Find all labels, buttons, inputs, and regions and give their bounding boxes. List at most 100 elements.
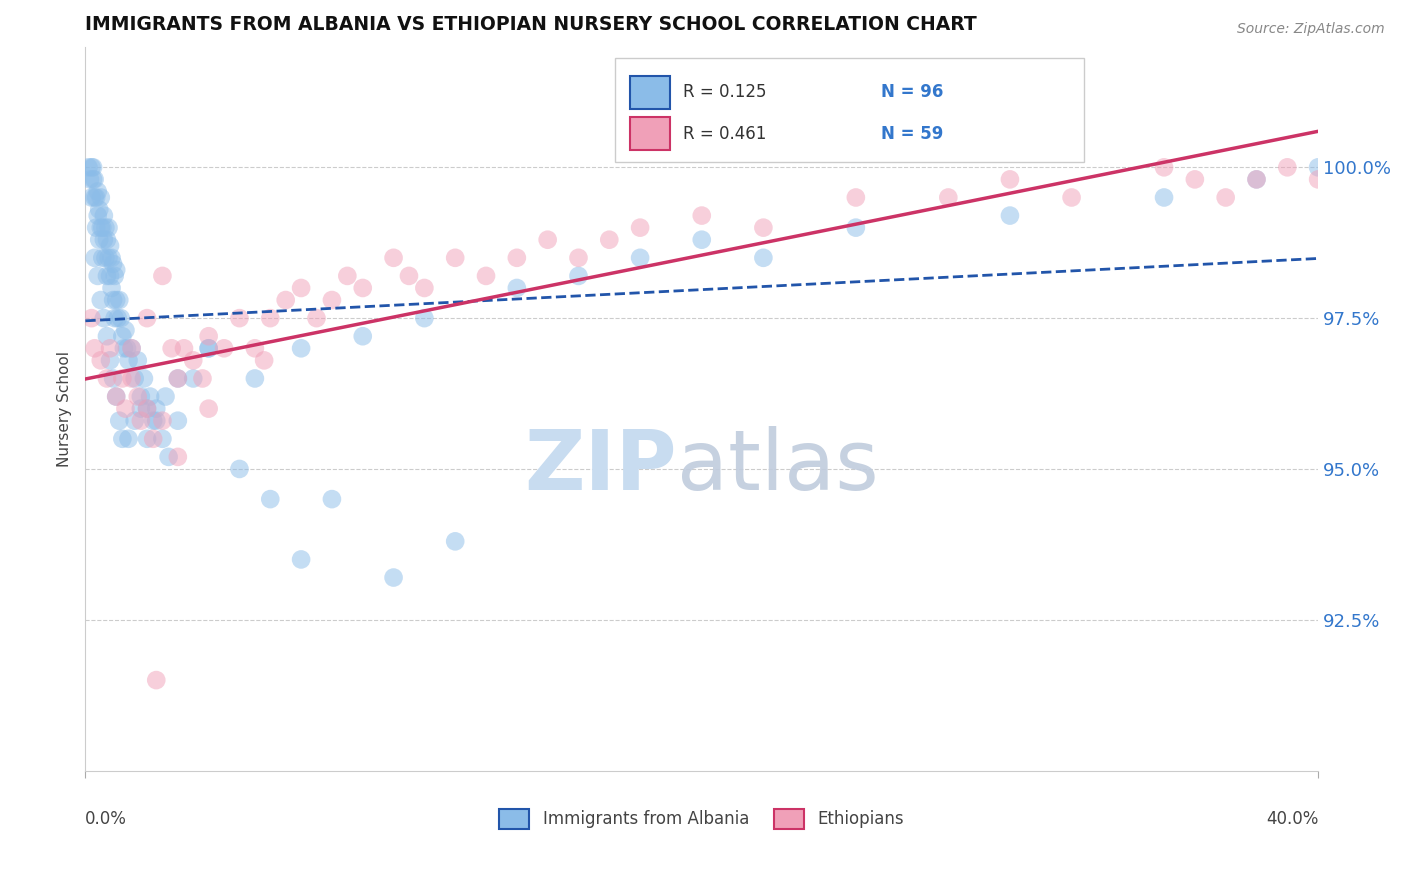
Point [305,311,328,326]
Point [104,311,127,326]
Point [86,209,108,223]
Point [93,233,115,247]
Point [181,371,204,385]
Point [77,161,100,175]
Text: ZIP: ZIP [524,426,678,507]
Point [228,462,250,476]
Point [475,268,498,283]
Point [752,220,775,235]
Point [567,251,589,265]
Point [398,268,420,283]
Point [212,341,235,355]
Point [114,323,136,337]
Point [91,220,114,235]
Point [100,251,122,265]
Text: 0.0%: 0.0% [86,811,128,829]
Point [152,432,174,446]
Point [290,552,312,566]
Point [506,251,529,265]
Point [253,353,276,368]
Point [117,353,139,368]
Point [321,492,343,507]
Point [112,341,135,355]
Point [129,401,152,416]
Point [166,414,188,428]
Point [690,209,713,223]
Legend: Immigrants from Albania, Ethiopians: Immigrants from Albania, Ethiopians [492,802,911,836]
Point [191,371,214,385]
Point [101,371,124,385]
Point [108,414,131,428]
Point [160,341,183,355]
Point [107,311,129,326]
Text: R = 0.125: R = 0.125 [683,83,766,102]
Point [129,390,152,404]
Point [90,190,112,204]
Point [136,432,159,446]
Point [121,371,143,385]
Point [228,311,250,326]
Point [124,414,146,428]
Point [96,329,118,343]
Point [117,432,139,446]
Point [845,220,868,235]
Point [998,209,1021,223]
Point [90,220,112,235]
Point [690,233,713,247]
FancyBboxPatch shape [616,57,1084,162]
Point [129,414,152,428]
Point [259,492,281,507]
Point [166,371,188,385]
Text: R = 0.461: R = 0.461 [683,125,766,143]
Point [136,401,159,416]
Point [127,390,149,404]
Text: Source: ZipAtlas.com: Source: ZipAtlas.com [1237,22,1385,37]
Point [142,414,165,428]
FancyBboxPatch shape [630,76,669,109]
Point [628,220,651,235]
Point [290,281,312,295]
Point [115,341,138,355]
Point [82,172,104,186]
Point [845,190,868,204]
Point [84,190,107,204]
Point [83,172,105,186]
Point [80,190,103,204]
Point [127,353,149,368]
FancyBboxPatch shape [630,117,669,150]
Point [152,268,174,283]
Point [124,371,146,385]
Point [86,185,108,199]
Point [111,432,134,446]
Point [136,311,159,326]
Point [197,329,219,343]
Point [382,570,405,584]
Point [110,311,132,326]
Point [101,293,124,307]
Point [111,371,134,385]
Point [93,311,115,326]
Point [98,353,121,368]
Y-axis label: Nursery School: Nursery School [58,351,72,467]
Point [79,172,101,186]
Text: N = 96: N = 96 [880,83,943,102]
Point [114,401,136,416]
Point [173,341,195,355]
Point [1308,172,1330,186]
Point [89,202,111,217]
Point [145,414,167,428]
Point [752,251,775,265]
Point [108,293,131,307]
Text: atlas: atlas [678,426,879,507]
Point [80,311,103,326]
Point [290,341,312,355]
Point [121,341,143,355]
Point [101,257,124,271]
Point [537,233,560,247]
Point [1060,190,1083,204]
Point [104,268,127,283]
Point [96,268,118,283]
Point [628,251,651,265]
Point [1308,161,1330,175]
Point [567,268,589,283]
